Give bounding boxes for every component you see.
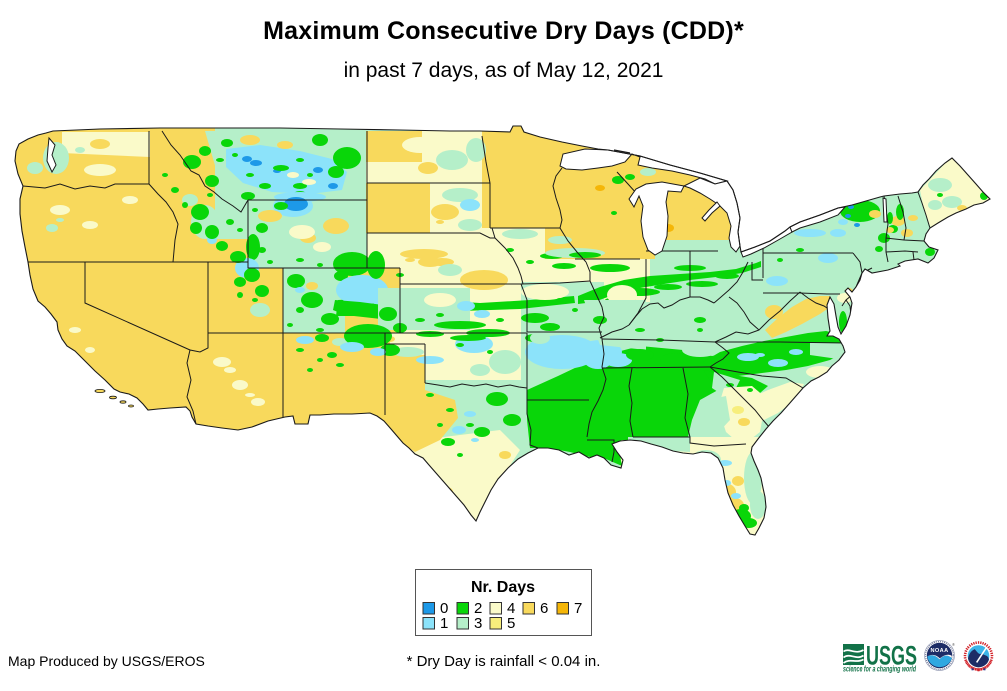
svg-text:2: 2 — [474, 600, 482, 617]
svg-text:NOAA: NOAA — [930, 648, 948, 654]
svg-text:0: 0 — [440, 600, 448, 617]
svg-text:®: ® — [952, 642, 955, 647]
svg-text:7: 7 — [574, 600, 582, 617]
svg-text:4: 4 — [507, 600, 515, 617]
svg-text:USGS: USGS — [866, 641, 917, 671]
svg-text:5: 5 — [507, 615, 515, 632]
svg-text:6: 6 — [540, 600, 548, 617]
svg-text:1: 1 — [440, 615, 448, 632]
svg-text:science for a changing world: science for a changing world — [843, 665, 917, 674]
svg-text:Nr. Days: Nr. Days — [471, 579, 535, 596]
svg-text:3: 3 — [474, 615, 482, 632]
